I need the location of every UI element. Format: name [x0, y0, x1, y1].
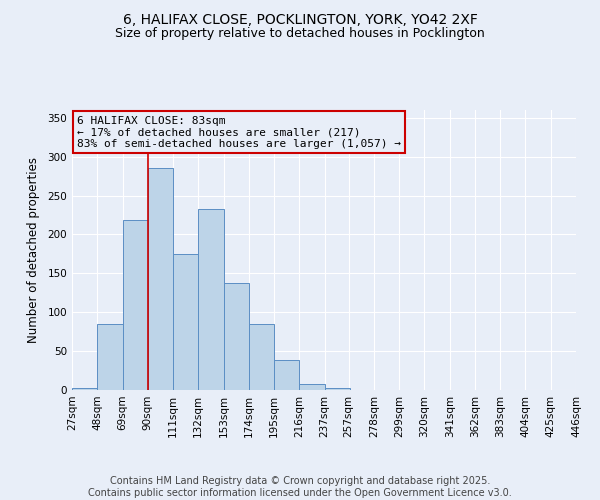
- Bar: [299, 384, 325, 390]
- Y-axis label: Number of detached properties: Number of detached properties: [28, 157, 40, 343]
- Bar: [249, 324, 274, 390]
- Bar: [173, 254, 199, 390]
- Bar: [122, 220, 148, 390]
- Bar: [97, 324, 122, 390]
- Bar: [148, 168, 173, 390]
- Text: Size of property relative to detached houses in Pocklington: Size of property relative to detached ho…: [115, 28, 485, 40]
- Text: 6, HALIFAX CLOSE, POCKLINGTON, YORK, YO42 2XF: 6, HALIFAX CLOSE, POCKLINGTON, YORK, YO4…: [122, 12, 478, 26]
- Bar: [274, 360, 299, 390]
- Bar: [199, 209, 224, 390]
- Text: 6 HALIFAX CLOSE: 83sqm
← 17% of detached houses are smaller (217)
83% of semi-de: 6 HALIFAX CLOSE: 83sqm ← 17% of detached…: [77, 116, 401, 149]
- Bar: [325, 388, 350, 390]
- Bar: [72, 388, 97, 390]
- Bar: [224, 282, 249, 390]
- Text: Contains HM Land Registry data © Crown copyright and database right 2025.
Contai: Contains HM Land Registry data © Crown c…: [88, 476, 512, 498]
